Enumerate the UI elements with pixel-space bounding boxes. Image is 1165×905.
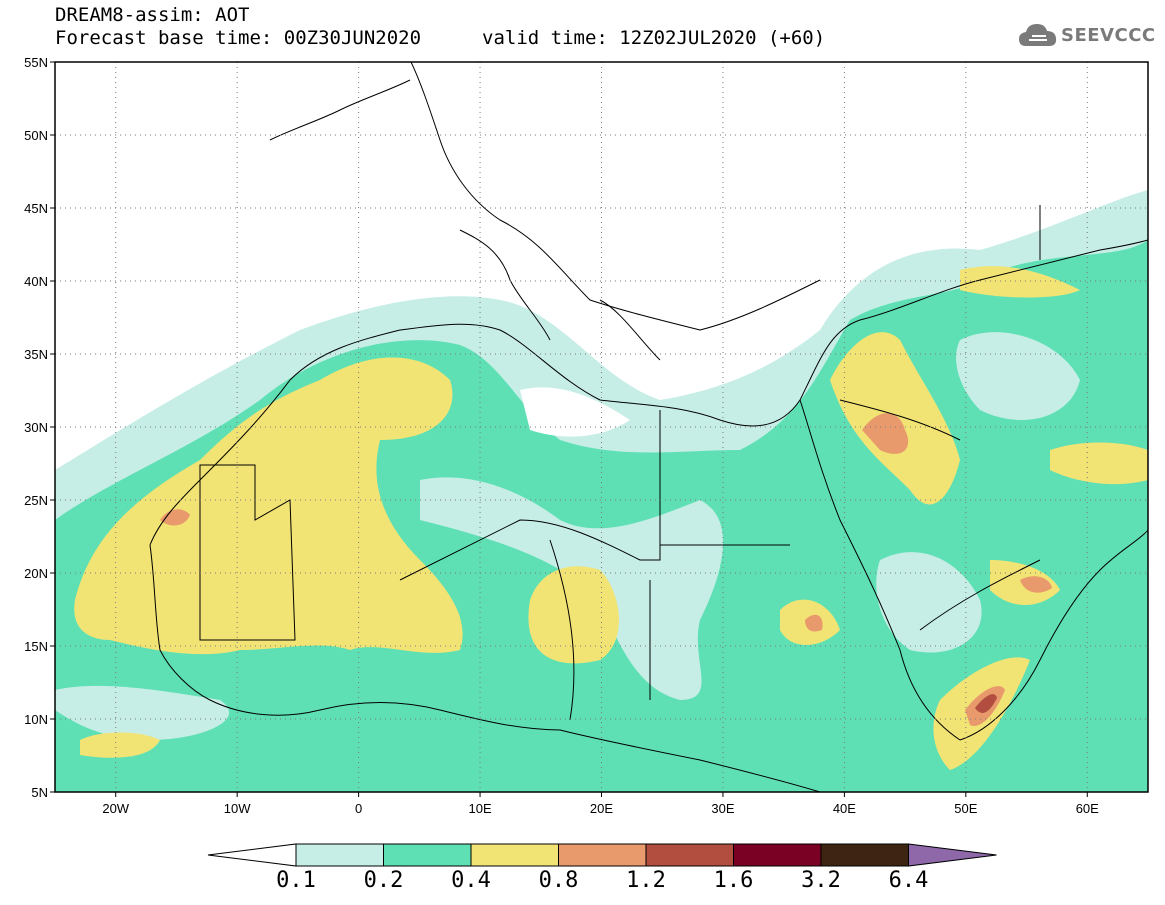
aot-band-1.2-somalia: [975, 694, 997, 713]
colorbar-label: 0.8: [538, 868, 579, 893]
colorbar-extend-low: [207, 843, 297, 867]
aot-band-0.4-caspian: [960, 266, 1080, 298]
colorbar-swatch: [470, 843, 559, 867]
country-borders: [149, 62, 1148, 792]
aot-colorbar: [207, 843, 997, 867]
cloud-icon: [1019, 24, 1057, 46]
lat-tick-label: 45N: [24, 201, 48, 216]
longitude-labels: 20W 10W 0 10E 20E 30E 40E 50E 60E: [102, 792, 1099, 816]
colorbar-extend-high: [908, 843, 997, 867]
latitude-labels: 55N 50N 45N 40N 35N 30N 25N 20N 15N 10N 5N: [24, 55, 55, 800]
aot-band-0.8-iraq: [862, 413, 909, 454]
aot-patch-arabia: [876, 552, 982, 653]
lat-tick-label: 20N: [24, 566, 48, 581]
colorbar-swatch: [645, 843, 734, 867]
colorbar-label: 0.2: [363, 868, 404, 893]
valid-time: valid time: 12Z02JUL2020 (+60): [482, 27, 826, 49]
lat-lon-grid: [55, 62, 1148, 792]
aot-contour-fields: [55, 190, 1148, 792]
logo-text: SEEVCCC: [1061, 24, 1156, 46]
colorbar-swatch: [383, 843, 472, 867]
colorbar-label: 1.6: [713, 868, 754, 893]
lon-tick-label: 0: [355, 801, 362, 816]
lon-tick-label: 10E: [468, 801, 491, 816]
colorbar-label: 6.4: [888, 868, 929, 893]
colorbar-label: 3.2: [801, 868, 841, 893]
aot-band-0.4-gulf: [1050, 442, 1148, 485]
colorbar-label: 0.4: [451, 868, 491, 893]
aot-clean-egypt: [520, 387, 630, 437]
colorbar-swatch: [733, 843, 822, 867]
colorbar-label: 0.1: [276, 868, 316, 893]
aot-band-0.4-guinea: [80, 732, 160, 758]
lat-tick-label: 30N: [24, 420, 48, 435]
lon-tick-label: 20W: [102, 801, 129, 816]
lat-tick-label: 5N: [31, 785, 48, 800]
lat-tick-label: 35N: [24, 347, 48, 362]
seevccc-logo: SEEVCCC: [1018, 22, 1156, 48]
lat-tick-label: 10N: [24, 712, 48, 727]
map-title: DREAM8-assim: AOT: [55, 4, 250, 26]
colorbar-label: 1.2: [626, 868, 666, 893]
aot-band-0.8-oman: [1020, 576, 1052, 593]
lon-tick-label: 40E: [833, 801, 856, 816]
lon-tick-label: 50E: [954, 801, 977, 816]
aot-patch-iran: [956, 332, 1080, 420]
lon-tick-label: 60E: [1076, 801, 1099, 816]
aot-band-0.8-mauritania: [160, 509, 190, 526]
lat-tick-label: 25N: [24, 493, 48, 508]
lat-tick-label: 55N: [24, 55, 48, 70]
colorbar-swatch: [295, 843, 384, 867]
forecast-base-time: Forecast base time: 00Z30JUN2020: [55, 27, 422, 49]
colorbar-swatch: [820, 843, 909, 867]
lon-tick-label: 20E: [590, 801, 613, 816]
aot-band-0.4-chad: [528, 566, 619, 664]
lon-tick-label: 30E: [711, 801, 734, 816]
lon-tick-label: 10W: [224, 801, 251, 816]
aot-patch-libya: [420, 477, 724, 700]
lat-tick-label: 15N: [24, 639, 48, 654]
aot-band-0.4-sahara: [74, 357, 463, 655]
colorbar-swatch: [558, 843, 647, 867]
lat-tick-label: 40N: [24, 274, 48, 289]
aot-patch-west: [55, 685, 230, 740]
lat-tick-label: 50N: [24, 128, 48, 143]
aot-band-0.8-eritrea: [805, 614, 823, 632]
